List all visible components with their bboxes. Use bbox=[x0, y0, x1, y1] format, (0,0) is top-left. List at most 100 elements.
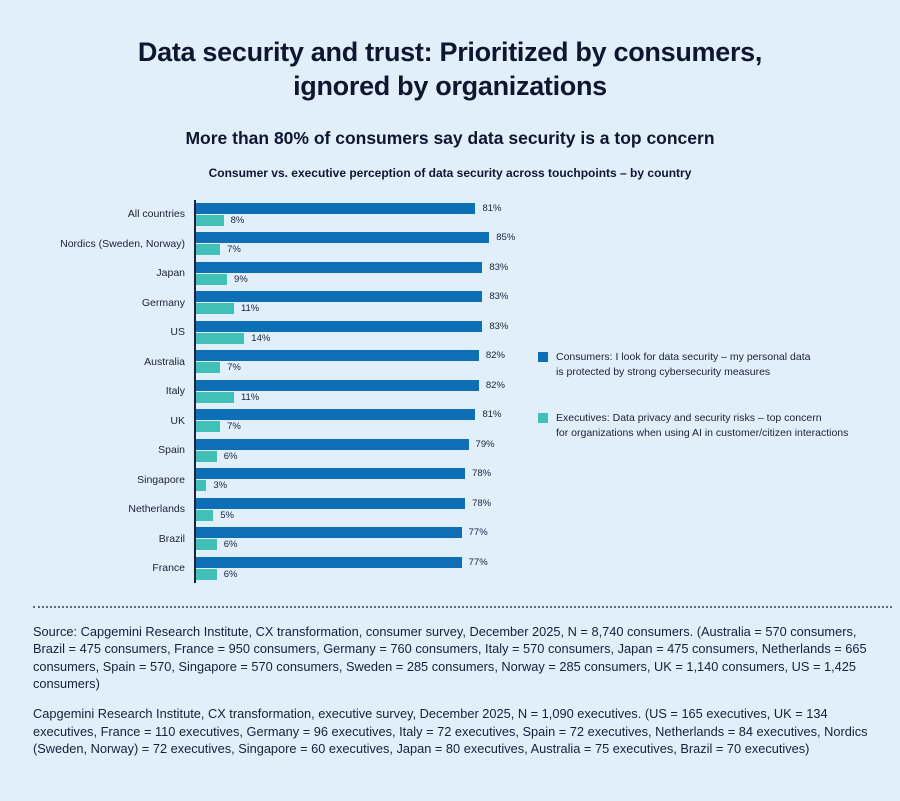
chart-row: US 83% 14% bbox=[28, 317, 900, 347]
chart-row: Singapore 78% 3% bbox=[28, 465, 900, 495]
executive-bar bbox=[196, 303, 234, 315]
country-label: Australia bbox=[144, 355, 185, 368]
legend-item-consumers: Consumers: I look for data security – my… bbox=[538, 350, 894, 380]
consumer-value-label: 78% bbox=[472, 497, 492, 509]
bar-group: 79% 6% bbox=[194, 435, 495, 465]
executive-bar bbox=[196, 421, 221, 433]
legend-consumers-label: Consumers: I look for data security – my… bbox=[556, 350, 811, 378]
executive-value-label: 7% bbox=[227, 421, 241, 433]
consumer-value-label: 83% bbox=[489, 261, 509, 273]
bar-group: 85% 7% bbox=[194, 229, 515, 259]
executive-value-label: 11% bbox=[240, 391, 260, 403]
country-label: US bbox=[170, 326, 185, 339]
executive-bar bbox=[196, 244, 221, 256]
consumer-bar bbox=[196, 350, 479, 362]
bar-group: 77% 6% bbox=[194, 524, 488, 554]
country-label: All countries bbox=[127, 208, 185, 221]
bar-group: 78% 3% bbox=[194, 465, 491, 495]
executive-bar bbox=[196, 568, 217, 580]
chart-row: Netherlands 78% 5% bbox=[28, 494, 900, 524]
consumer-bar bbox=[196, 527, 462, 539]
consumer-bar bbox=[196, 291, 483, 303]
country-label: Nordics (Sweden, Norway) bbox=[60, 237, 185, 250]
dotted-divider bbox=[33, 605, 892, 608]
executive-value-label: 5% bbox=[220, 509, 234, 521]
executive-value-label: 6% bbox=[223, 568, 238, 580]
consumer-value-label: 85% bbox=[496, 232, 516, 244]
country-label: Netherlands bbox=[128, 503, 185, 516]
chart-title: Consumer vs. executive perception of dat… bbox=[208, 165, 692, 180]
executive-value-label: 7% bbox=[227, 244, 241, 256]
consumer-bar bbox=[196, 232, 490, 244]
country-label: Brazil bbox=[158, 532, 185, 545]
executive-value-label: 6% bbox=[223, 450, 238, 462]
chart-row: Nordics (Sweden, Norway) 85% 7% bbox=[28, 229, 900, 259]
chart-row: UK 81% 7% bbox=[28, 406, 900, 436]
consumer-bar bbox=[196, 497, 466, 509]
country-label: France bbox=[152, 562, 185, 575]
country-label: Singapore bbox=[137, 473, 185, 486]
bar-group: 83% 11% bbox=[194, 288, 508, 318]
chart-row: Germany 83% 11% bbox=[28, 288, 900, 318]
consumer-bar bbox=[196, 438, 469, 450]
legend-executives-label: Executives: Data privacy and security ri… bbox=[556, 411, 849, 440]
consumer-value-label: 83% bbox=[489, 320, 509, 332]
executive-bar bbox=[196, 450, 217, 462]
chart-row: Japan 83% 9% bbox=[28, 258, 900, 288]
country-label: Italy bbox=[165, 385, 185, 398]
executive-value-label: 7% bbox=[227, 362, 241, 374]
executive-value-label: 9% bbox=[234, 273, 248, 285]
chart-row: Spain 79% 6% bbox=[28, 435, 900, 465]
consumer-value-label: 78% bbox=[472, 468, 492, 480]
executive-bar bbox=[196, 480, 207, 492]
consumer-swatch-icon bbox=[538, 351, 548, 362]
bar-chart: All countries 81% 8% Nordics (Sweden, Norwa… bbox=[0, 199, 900, 584]
consumer-bar bbox=[196, 379, 479, 391]
page-title: Data security and trust: Prioritized by … bbox=[137, 37, 763, 101]
country-label: UK bbox=[170, 414, 185, 427]
consumer-bar bbox=[196, 409, 476, 421]
chart-row: Brazil 77% 6% bbox=[28, 524, 900, 554]
consumer-value-label: 81% bbox=[482, 409, 502, 421]
consumer-bar bbox=[196, 202, 476, 214]
consumer-bar bbox=[196, 320, 483, 332]
consumer-value-label: 77% bbox=[468, 527, 488, 539]
executive-bar bbox=[196, 214, 224, 226]
bar-group: 78% 5% bbox=[194, 494, 492, 524]
consumer-value-label: 82% bbox=[485, 379, 505, 391]
country-label: Germany bbox=[141, 296, 185, 309]
bar-group: 81% 7% bbox=[194, 406, 501, 436]
executive-value-label: 6% bbox=[223, 539, 238, 551]
bar-group: 83% 9% bbox=[194, 258, 509, 288]
executive-bar bbox=[196, 273, 228, 285]
consumer-bar bbox=[196, 261, 483, 273]
executive-bar bbox=[196, 332, 245, 344]
consumer-bar bbox=[196, 468, 466, 480]
source-note-consumer-survey: Source: Capgemini Research Institute, CX… bbox=[33, 623, 867, 692]
chart-row: All countries 81% 8% bbox=[28, 199, 900, 229]
bar-group: 77% 6% bbox=[194, 553, 488, 583]
chart-row: France 77% 6% bbox=[28, 553, 900, 583]
executive-value-label: 14% bbox=[251, 332, 271, 344]
consumer-value-label: 82% bbox=[485, 350, 505, 362]
consumer-value-label: 81% bbox=[482, 202, 502, 214]
executive-bar bbox=[196, 362, 221, 374]
country-label: Japan bbox=[156, 267, 185, 280]
executive-bar bbox=[196, 539, 217, 551]
country-label: Spain bbox=[158, 444, 185, 457]
chart-legend: Consumers: I look for data security – my… bbox=[538, 350, 894, 473]
executive-value-label: 8% bbox=[230, 214, 245, 226]
page-subtitle: More than 80% of consumers say data secu… bbox=[185, 127, 715, 148]
bar-group: 81% 8% bbox=[194, 199, 502, 229]
consumer-value-label: 77% bbox=[468, 556, 488, 568]
executive-value-label: 3% bbox=[213, 480, 228, 492]
executive-bar bbox=[196, 509, 214, 521]
chart-row: Australia 82% 7% bbox=[28, 347, 900, 377]
chart-row: Italy 82% 11% bbox=[28, 376, 900, 406]
consumer-bar bbox=[196, 556, 462, 568]
source-note-executive-survey: Capgemini Research Institute, CX transfo… bbox=[33, 706, 868, 757]
executive-bar bbox=[196, 391, 234, 403]
legend-item-executives: Executives: Data privacy and security ri… bbox=[538, 411, 894, 441]
bar-group: 83% 14% bbox=[194, 317, 509, 347]
consumer-value-label: 83% bbox=[489, 291, 509, 303]
